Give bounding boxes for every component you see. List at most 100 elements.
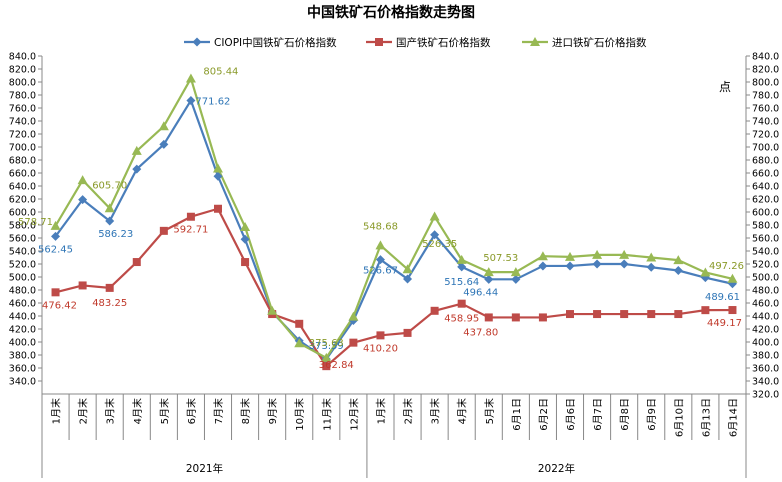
x-tick-label: 3月末 (104, 398, 117, 424)
data-point-2 (727, 273, 738, 283)
x-tick-label: 9月末 (266, 398, 279, 424)
data-point-2 (185, 73, 196, 83)
data-point-1 (647, 310, 656, 319)
data-point-1 (593, 310, 602, 319)
series-line-0 (54, 99, 733, 361)
data-point-2 (456, 254, 467, 264)
series-line-1 (55, 207, 733, 368)
y-right-tick-label: 420.0 (752, 325, 779, 336)
x-tick-label: 2月末 (402, 398, 415, 424)
y-tick-label: 400.0 (9, 338, 36, 349)
y-tick-label: 800.0 (9, 78, 36, 89)
y-tick-label: 460.0 (9, 299, 36, 310)
data-point-1 (566, 310, 574, 319)
x-tick-label: 6月10日 (673, 398, 685, 437)
data-label: 375.63 (309, 338, 344, 349)
data-label: 548.68 (363, 221, 398, 232)
x-tick-label: 6月9日 (646, 398, 658, 431)
data-point-2 (240, 221, 251, 231)
data-label: 489.61 (705, 292, 740, 303)
legend-marker (530, 37, 540, 46)
year-group-label: 2022年 (538, 462, 575, 475)
data-label: 562.45 (38, 244, 73, 255)
y-tick-label: 640.0 (9, 182, 36, 193)
data-point-0 (51, 231, 61, 241)
data-point-2 (619, 249, 630, 259)
data-point-2 (348, 311, 359, 321)
y-tick-label: 680.0 (9, 156, 36, 167)
data-label: 497.26 (709, 261, 744, 272)
x-tick-label: 6月7日 (592, 398, 604, 431)
y-right-tick-label: 780.0 (752, 91, 779, 102)
y-right-tick-label: 620.0 (752, 195, 779, 206)
y-right-tick-label: 760.0 (752, 104, 779, 115)
data-point-0 (511, 274, 521, 284)
y-right-tick-label: 800.0 (752, 78, 779, 89)
data-label: 410.20 (363, 343, 398, 354)
y-right-tick-label: 520.0 (752, 260, 779, 271)
data-point-2 (50, 220, 61, 230)
year-group-label: 2021年 (186, 462, 223, 475)
data-point-1 (349, 338, 358, 347)
data-point-2 (321, 352, 332, 362)
data-label: 483.25 (92, 298, 127, 309)
legend-label: 进口铁矿石价格指数 (552, 36, 647, 49)
y-tick-label: 660.0 (9, 169, 36, 180)
series-markers (50, 73, 738, 371)
y-tick-label: 720.0 (9, 130, 36, 141)
data-point-0 (430, 230, 440, 240)
data-point-1 (376, 331, 385, 340)
x-tick-label: 11月末 (320, 398, 333, 431)
x-tick-label: 6月6日 (565, 398, 577, 431)
data-label: 437.80 (463, 327, 498, 338)
data-point-0 (565, 261, 575, 271)
chart-title: 中国铁矿石价格指数走势图 (307, 4, 475, 21)
x-tick-label: 1月末 (50, 398, 63, 424)
data-point-1 (457, 299, 466, 308)
y-right-tick-label: 500.0 (752, 273, 779, 284)
data-label: 526.35 (422, 239, 457, 250)
data-label: 526.67 (363, 266, 398, 277)
x-tick-label: 8月末 (239, 398, 252, 424)
legend-marker (192, 37, 202, 47)
data-label: 805.44 (203, 66, 238, 77)
data-label: 586.23 (98, 229, 133, 240)
x-tick-label: 4月末 (456, 398, 469, 424)
data-point-1 (214, 204, 222, 213)
legend-label: 国产铁矿石价格指数 (396, 36, 491, 49)
y-tick-label: 520.0 (9, 260, 36, 271)
data-point-0 (457, 262, 467, 272)
data-point-1 (511, 313, 520, 322)
x-tick-label: 6月13日 (700, 398, 712, 437)
y-right-tick-label: 740.0 (752, 117, 779, 128)
data-point-2 (592, 249, 603, 259)
data-point-2 (213, 163, 223, 173)
data-point-2 (375, 240, 386, 250)
data-label: 515.64 (444, 277, 479, 288)
data-point-2 (131, 145, 142, 155)
y-right-tick-label: 440.0 (752, 312, 779, 323)
data-label: 373.59 (309, 341, 344, 352)
y-tick-label: 600.0 (9, 208, 36, 219)
data-label: 496.44 (463, 287, 498, 298)
x-tick-label: 5月末 (483, 398, 496, 424)
data-point-2 (158, 121, 169, 131)
x-tick-label: 1月末 (374, 398, 387, 424)
legend-marker (375, 38, 383, 46)
data-point-1 (132, 258, 141, 267)
y-tick-label: 760.0 (9, 104, 36, 115)
x-tick-label: 3月末 (429, 398, 442, 424)
y-right-tick-label: 660.0 (752, 169, 779, 180)
data-point-2 (510, 267, 521, 277)
y-tick-label: 340.0 (9, 377, 36, 388)
data-point-2 (77, 175, 88, 185)
x-tick-label: 5月末 (158, 398, 171, 424)
y-right-tick-label: 480.0 (752, 286, 779, 297)
data-label: 578.71 (18, 217, 53, 228)
data-point-1 (701, 306, 710, 315)
data-point-1 (430, 306, 439, 315)
data-label: 771.62 (195, 96, 230, 107)
data-label: 476.42 (42, 300, 77, 311)
data-point-2 (294, 338, 305, 348)
